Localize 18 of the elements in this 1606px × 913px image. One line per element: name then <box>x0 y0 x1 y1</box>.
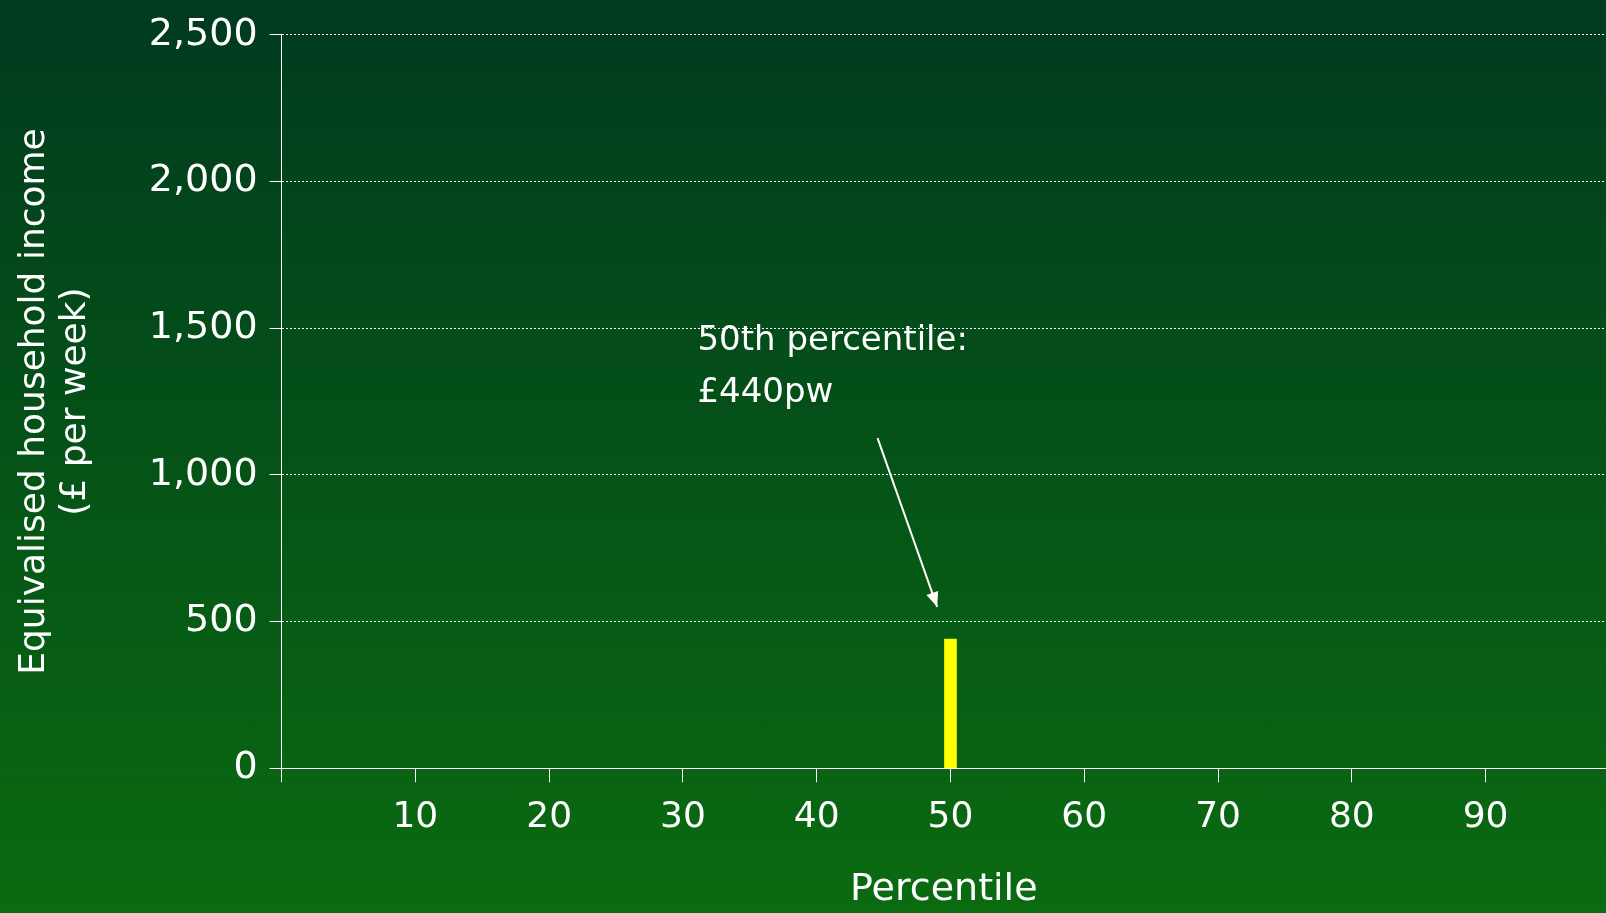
x-tick-label: 10 <box>392 794 439 836</box>
x-tick-label: 50 <box>927 794 974 836</box>
y-axis-title: Equivalised household income (£ per week) <box>11 128 94 675</box>
x-tick-label: 30 <box>660 794 706 836</box>
y-tick-label: 500 <box>185 596 258 641</box>
y-tick-label: 0 <box>233 743 258 788</box>
annotation: 50th percentile: £440pw <box>697 317 968 410</box>
x-tick-label: 70 <box>1195 794 1241 836</box>
x-tick-label: 40 <box>793 794 840 836</box>
y-tick-label: 2,000 <box>148 156 258 201</box>
y-tick-label: 2,500 <box>148 9 258 54</box>
x-tick-label: 60 <box>1061 794 1108 836</box>
y-tick-label: 1,500 <box>148 303 258 348</box>
x-tick-label: 20 <box>526 794 573 836</box>
x-tick-label: 80 <box>1328 794 1375 836</box>
x-axis-title: Percentile <box>850 865 1038 910</box>
x-tick-label: 90 <box>1462 794 1509 836</box>
y-tick-label: 1,000 <box>148 449 258 494</box>
